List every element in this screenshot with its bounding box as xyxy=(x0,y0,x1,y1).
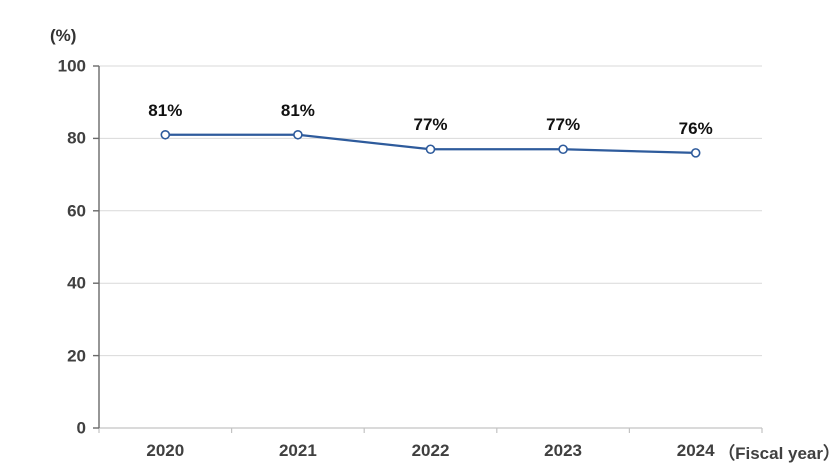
x-axis-title: （Fiscal year） xyxy=(718,444,840,463)
x-tick-label: 2024 xyxy=(676,441,715,460)
x-tick-label: 2021 xyxy=(278,441,317,460)
data-label: 77% xyxy=(413,115,448,135)
y-tick-label: 80 xyxy=(67,128,86,148)
y-axis-unit-label: (%) xyxy=(50,26,77,45)
x-tick-label: 2022 xyxy=(411,441,450,460)
data-label: 81% xyxy=(148,100,183,120)
data-point-marker xyxy=(160,129,171,140)
data-point-marker xyxy=(425,144,436,155)
data-label: 76% xyxy=(678,118,713,138)
data-point-marker xyxy=(690,148,701,158)
y-tick-label: 40 xyxy=(67,273,86,293)
y-tick-label: 100 xyxy=(57,56,86,76)
data-label: 77% xyxy=(546,115,581,135)
data-label: 81% xyxy=(280,100,315,120)
data-point-marker xyxy=(293,129,303,140)
data-point-marker xyxy=(558,144,568,155)
y-tick-label: 60 xyxy=(67,201,86,221)
y-tick-label: 20 xyxy=(67,346,86,366)
x-tick-label: 2020 xyxy=(146,441,185,460)
y-tick-label: 0 xyxy=(76,418,86,438)
x-tick-label: 2023 xyxy=(544,441,582,460)
